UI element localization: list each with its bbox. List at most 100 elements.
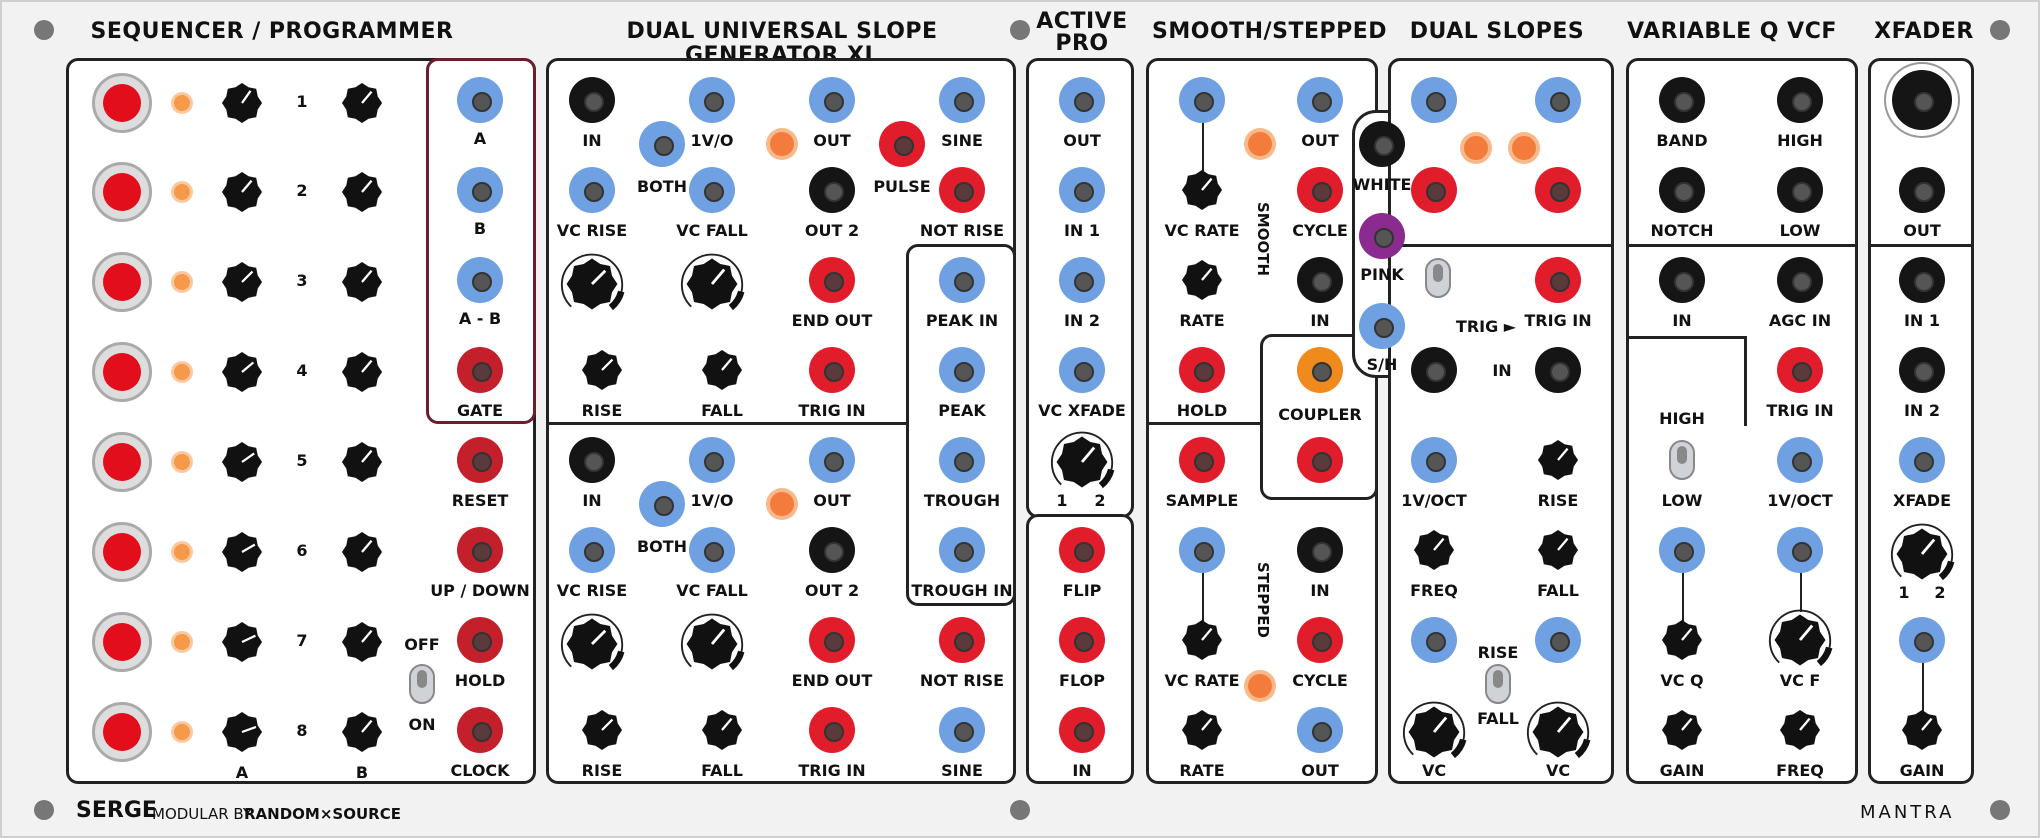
trig-in-jack[interactable]: [809, 707, 855, 753]
ds-rise-knob[interactable]: [1532, 434, 1584, 486]
knob-a-step[interactable]: [216, 616, 268, 668]
reset-jack[interactable]: [457, 437, 503, 483]
sine2-jack[interactable]: [939, 707, 985, 753]
ds-fall-knob[interactable]: [1532, 524, 1584, 576]
ds-out1-jack[interactable]: [1411, 167, 1457, 213]
dusg-1vo-jack[interactable]: [689, 437, 735, 483]
step-button[interactable]: [92, 432, 152, 492]
rise-knob[interactable]: [576, 344, 628, 396]
hold-toggle-switch[interactable]: [409, 664, 435, 704]
knob-a-step[interactable]: [216, 256, 268, 308]
flipflop-in-jack[interactable]: [1059, 707, 1105, 753]
mode-toggle-switch[interactable]: [1669, 440, 1695, 480]
vc-rise-jack[interactable]: [569, 167, 615, 213]
smooth-out-jack[interactable]: [1297, 77, 1343, 123]
knob-a-step[interactable]: [216, 706, 268, 758]
xfader-big-jack[interactable]: [1892, 70, 1952, 130]
step-button[interactable]: [92, 73, 152, 133]
sample-jack[interactable]: [1179, 437, 1225, 483]
stepped-cycle-jack[interactable]: [1297, 617, 1343, 663]
dusg-both-jack[interactable]: [639, 121, 685, 167]
knob-b-step[interactable]: [336, 256, 388, 308]
gain-knob[interactable]: [1656, 704, 1708, 756]
freq-knob[interactable]: [1774, 704, 1826, 756]
rise-fall-toggle[interactable]: [1485, 664, 1511, 704]
xf-gain-jack[interactable]: [1899, 617, 1945, 663]
ds-vc2-knob[interactable]: [1525, 699, 1591, 765]
trough-in-jack[interactable]: [939, 527, 985, 573]
fall-knob[interactable]: [696, 344, 748, 396]
ds-in1-jack[interactable]: [1411, 77, 1457, 123]
ds-vc1-knob[interactable]: [1401, 699, 1467, 765]
rise-vc-knob[interactable]: [559, 251, 625, 317]
peak-jack[interactable]: [939, 347, 985, 393]
vcq-jack[interactable]: [1659, 527, 1705, 573]
vcf-in-jack[interactable]: [1659, 257, 1705, 303]
out-ab-jack[interactable]: [457, 257, 503, 303]
dusg-out-jack[interactable]: [809, 77, 855, 123]
clock-jack[interactable]: [457, 707, 503, 753]
stepped-in-jack[interactable]: [1297, 527, 1343, 573]
flip-jack[interactable]: [1059, 527, 1105, 573]
step-button[interactable]: [92, 162, 152, 222]
ds-trig-in-jack[interactable]: [1535, 257, 1581, 303]
ds-in2-jack[interactable]: [1535, 77, 1581, 123]
trig-toggle-switch[interactable]: [1425, 258, 1451, 298]
smooth-rate-knob[interactable]: [1176, 254, 1228, 306]
xf-in1-jack[interactable]: [1899, 257, 1945, 303]
knob-b-step[interactable]: [336, 166, 388, 218]
low-jack[interactable]: [1777, 167, 1823, 213]
ds-freq-knob[interactable]: [1408, 524, 1460, 576]
rise-knob[interactable]: [576, 704, 628, 756]
knob-b-step[interactable]: [336, 436, 388, 488]
xf-xfade-knob[interactable]: [1889, 521, 1955, 587]
knob-a-step[interactable]: [216, 526, 268, 578]
white-noise-jack[interactable]: [1359, 121, 1405, 167]
out-b-jack[interactable]: [457, 167, 503, 213]
sine-jack[interactable]: [939, 77, 985, 123]
xf-gain-knob[interactable]: [1896, 704, 1948, 756]
updown-jack[interactable]: [457, 527, 503, 573]
active-in1-jack[interactable]: [1059, 167, 1105, 213]
step-button[interactable]: [92, 522, 152, 582]
step-button[interactable]: [92, 342, 152, 402]
knob-a-step[interactable]: [216, 77, 268, 129]
flop-jack[interactable]: [1059, 617, 1105, 663]
agc-in-jack[interactable]: [1777, 257, 1823, 303]
vcf-trig-in-jack[interactable]: [1777, 347, 1823, 393]
vc-xfade-jack[interactable]: [1059, 347, 1105, 393]
smooth-vcrate-knob[interactable]: [1176, 164, 1228, 216]
trough-jack[interactable]: [939, 437, 985, 483]
step-button[interactable]: [92, 252, 152, 312]
ds-in-jack-a[interactable]: [1411, 347, 1457, 393]
fall-vc-knob[interactable]: [679, 611, 745, 677]
knob-b-step[interactable]: [336, 346, 388, 398]
dusg-both-jack[interactable]: [639, 481, 685, 527]
fall-vc-knob[interactable]: [679, 251, 745, 317]
ds-1voct-jack[interactable]: [1411, 437, 1457, 483]
smooth-in-jack[interactable]: [1297, 257, 1343, 303]
smooth-hold-jack[interactable]: [1179, 347, 1225, 393]
band-jack[interactable]: [1659, 77, 1705, 123]
trig-in-jack[interactable]: [809, 347, 855, 393]
xf-in2-jack[interactable]: [1899, 347, 1945, 393]
knob-b-step[interactable]: [336, 526, 388, 578]
out-a-jack[interactable]: [457, 77, 503, 123]
fall-knob[interactable]: [696, 704, 748, 756]
smooth-vcrate-jack[interactable]: [1179, 77, 1225, 123]
ds-vc2-jack[interactable]: [1535, 617, 1581, 663]
hold-jack[interactable]: [457, 617, 503, 663]
stepped-rate-knob[interactable]: [1176, 704, 1228, 756]
pulse-jack[interactable]: [879, 121, 925, 167]
ds-in-jack-b[interactable]: [1535, 347, 1581, 393]
high-jack[interactable]: [1777, 77, 1823, 123]
not-rise-jack[interactable]: [939, 167, 985, 213]
vc-fall-jack[interactable]: [689, 167, 735, 213]
dusg-in-jack[interactable]: [569, 77, 615, 123]
pink-noise-jack[interactable]: [1359, 213, 1405, 259]
vcq-knob[interactable]: [1656, 614, 1708, 666]
sh-jack[interactable]: [1359, 303, 1405, 349]
vc-rise-jack[interactable]: [569, 527, 615, 573]
ds-out2-jack[interactable]: [1535, 167, 1581, 213]
active-out-jack[interactable]: [1059, 77, 1105, 123]
